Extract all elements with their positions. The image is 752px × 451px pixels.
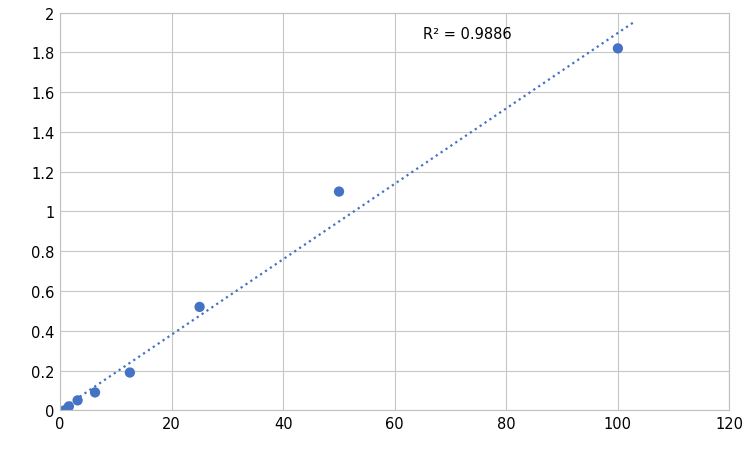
Text: R² = 0.9886: R² = 0.9886 [423, 28, 511, 42]
Point [333, 189, 345, 196]
Point [612, 46, 624, 53]
Point [124, 369, 136, 376]
Point [59, 407, 71, 414]
Point [89, 389, 101, 396]
Point [71, 397, 83, 404]
Point [63, 403, 75, 410]
Point [193, 304, 205, 311]
